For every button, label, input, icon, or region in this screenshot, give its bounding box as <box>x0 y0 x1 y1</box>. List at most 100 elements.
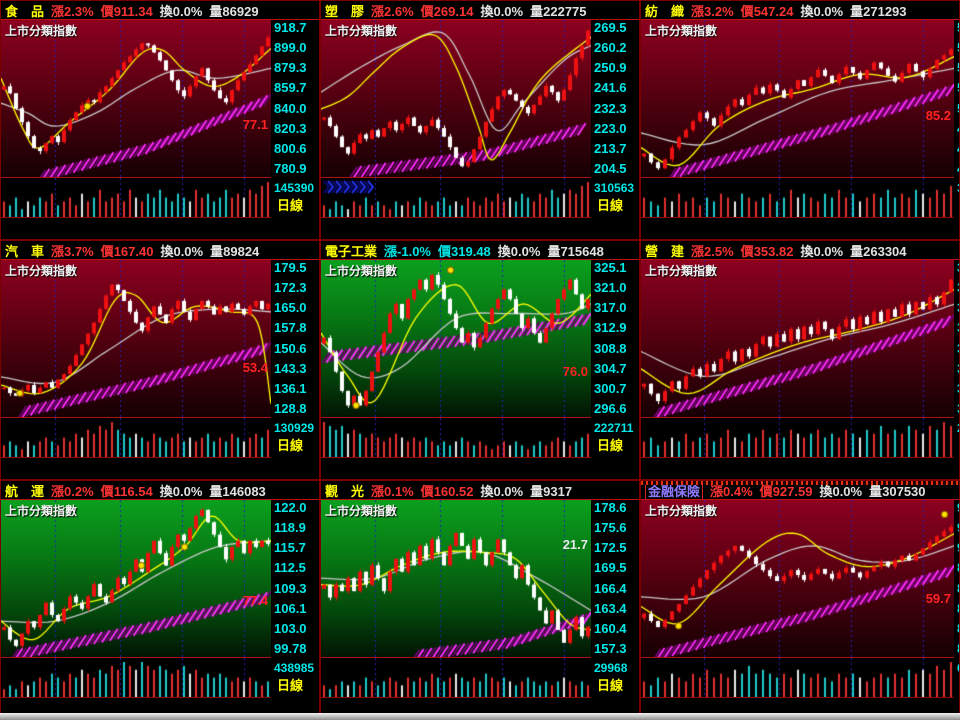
candlestick-chart-area[interactable]: 上市分類指數 77.1 <box>1 20 271 178</box>
volume-canvas[interactable] <box>641 658 954 697</box>
volume-canvas[interactable] <box>641 418 954 457</box>
period-label[interactable]: 日線 <box>597 678 624 693</box>
volume-canvas[interactable] <box>321 418 591 457</box>
price-axis: 560.1 546.8 533.5 520.2 506.9 493.6 480.3 467.0… <box>954 20 959 218</box>
candlestick-canvas[interactable] <box>641 260 954 417</box>
turnover-percent: 換0.0% <box>159 3 203 19</box>
axis-label: 304.7 <box>594 360 627 376</box>
period-label[interactable]: 日線 <box>597 198 624 213</box>
volume-pane[interactable] <box>321 178 591 218</box>
panel-header: 金融保險 漲0.4% 價927.59 換0.0% 量307530 <box>641 481 959 501</box>
sector-chart-panel[interactable]: 觀 光 漲0.1% 價160.52 換0.0% 量9317 上市分類指數 21.… <box>320 480 640 720</box>
axis-label: 325.1 <box>594 260 627 275</box>
volume-canvas[interactable] <box>321 658 591 697</box>
sector-chart-panel[interactable]: 電子工業 漲-1.0% 價319.48 換0.0% 量715648 上市分類指數… <box>320 240 640 480</box>
sector-chart-panel[interactable]: 紡 織 漲3.2% 價547.24 換0.0% 量271293 上市分類指數 8… <box>640 0 960 240</box>
volume-pane[interactable] <box>1 418 271 458</box>
indicator-value: 77.1 <box>242 117 268 132</box>
volume-pane[interactable] <box>641 658 954 698</box>
candlestick-canvas[interactable] <box>1 500 271 657</box>
axis-label: 533.5 <box>957 61 959 75</box>
axis-label: 800.6 <box>274 140 307 156</box>
volume-canvas[interactable] <box>321 178 591 217</box>
indicator-value: 77.4 <box>242 593 268 608</box>
volume-pane[interactable] <box>321 658 591 698</box>
volume-canvas[interactable] <box>1 418 271 457</box>
axis-label: 112.5 <box>274 560 306 576</box>
candlestick-chart-area[interactable]: 上市分類指數 76.0 <box>321 260 591 418</box>
volume-max-label: 438985 <box>274 661 315 675</box>
axis-label: 342.1 <box>957 301 959 315</box>
turnover-percent: 換0.0% <box>800 243 844 259</box>
axis-label: 143.3 <box>274 360 307 376</box>
volume-max-label: 29968 <box>594 661 628 675</box>
turnover-percent: 換0.0% <box>497 243 541 259</box>
candlestick-chart-area[interactable]: 上市分類指數 59.7 <box>641 500 954 658</box>
candlestick-canvas[interactable] <box>641 500 954 657</box>
candlestick-canvas[interactable] <box>641 20 954 177</box>
period-label[interactable]: 日線 <box>954 435 959 458</box>
panel-header: 電子工業 漲-1.0% 價319.48 換0.0% 量715648 <box>321 241 639 260</box>
period-label[interactable]: 日線 <box>597 438 624 453</box>
candlestick-canvas[interactable] <box>321 20 591 177</box>
candlestick-chart-area[interactable]: 上市分類指數 <box>321 20 591 178</box>
index-price: 價353.82 <box>740 243 794 259</box>
period-label[interactable]: 日線 <box>277 438 304 453</box>
axis-label: 317.0 <box>594 300 627 316</box>
period-label[interactable]: 日線 <box>954 675 959 698</box>
candlestick-canvas[interactable] <box>321 260 591 417</box>
price-axis: 357.9 350.0 342.1 334.2 326.3 318.4 310.5 302.6… <box>954 260 959 458</box>
volume-pane[interactable] <box>1 658 271 698</box>
candlestick-chart-area[interactable]: 上市分類指數 21.7 <box>321 500 591 658</box>
volume-value: 量9317 <box>530 483 573 499</box>
volume-canvas[interactable] <box>641 178 954 217</box>
volume-pane[interactable] <box>641 178 954 218</box>
axis-label: 166.4 <box>594 580 627 596</box>
period-label[interactable]: 日線 <box>954 195 959 218</box>
period-label[interactable]: 日線 <box>277 198 304 213</box>
volume-canvas[interactable] <box>1 658 271 697</box>
sector-chart-panel[interactable]: 營 建 漲2.5% 價353.82 換0.0% 量263304 上市分類指數 <box>640 240 960 480</box>
candlestick-canvas[interactable] <box>1 20 271 177</box>
candlestick-canvas[interactable] <box>1 260 271 417</box>
axis-label: 820.3 <box>274 120 307 136</box>
candlestick-chart-area[interactable]: 上市分類指數 77.4 <box>1 500 271 658</box>
sector-name: 紡 織 <box>645 3 685 19</box>
axis-label: 122.0 <box>274 500 307 515</box>
candlestick-chart-area[interactable]: 上市分類指數 53.4 <box>1 260 271 418</box>
sector-chart-panel[interactable]: 食 品 漲2.3% 價911.34 換0.0% 量86929 上市分類指數 77… <box>0 0 320 240</box>
period-label[interactable]: 日線 <box>277 678 304 693</box>
volume-pane[interactable] <box>321 418 591 458</box>
axis-label: 157.8 <box>274 320 307 336</box>
axis-labels: 178.6 175.6 172.5 169.5 166.4 163.4 160.4 157.3 <box>591 500 639 658</box>
sector-chart-panel[interactable]: 航 運 漲0.2% 價116.54 換0.0% 量146083 上市分類指數 7… <box>0 480 320 720</box>
volume-pane[interactable] <box>641 418 954 458</box>
candlestick-canvas[interactable] <box>321 500 591 657</box>
price-axis: 179.5 172.3 165.0 157.8 150.6 143.3 136.1 128.8… <box>271 260 319 458</box>
axis-label: 828.4 <box>957 641 959 656</box>
axis-label: 308.8 <box>594 340 627 356</box>
sector-chart-panel[interactable]: 塑 膠 漲2.6% 價269.14 換0.0% 量222775 上市分類指數 <box>320 0 640 240</box>
axis-labels: 560.1 546.8 533.5 520.2 506.9 493.6 480.3 467.0 <box>954 20 959 178</box>
sector-chart-panel[interactable]: 汽 車 漲3.7% 價167.40 換0.0% 量89824 上市分類指數 53… <box>0 240 320 480</box>
axis-label: 493.6 <box>957 121 959 136</box>
price-axis: 269.5 260.2 250.9 241.6 232.3 223.0 213.7 204.5… <box>591 20 639 218</box>
index-price: 價167.40 <box>100 243 154 259</box>
axis-label: 260.2 <box>594 40 627 56</box>
axis-label: 925.6 <box>957 521 959 535</box>
indicator-value: 53.4 <box>242 360 268 375</box>
index-price: 價319.48 <box>438 243 491 259</box>
axis-label: 310.5 <box>957 381 959 396</box>
panel-header: 紡 織 漲3.2% 價547.24 換0.0% 量271293 <box>641 1 959 20</box>
volume-pane[interactable] <box>1 178 271 218</box>
candlestick-chart-area[interactable]: 上市分類指數 <box>641 260 954 418</box>
axis-label: 480.3 <box>957 141 959 156</box>
sector-name: 食 品 <box>5 3 45 19</box>
volume-canvas[interactable] <box>1 178 271 217</box>
axis-label: 506.9 <box>957 101 959 116</box>
candlestick-chart-area[interactable]: 上市分類指數 85.2 <box>641 20 954 178</box>
change-percent: 漲0.4% <box>710 483 753 499</box>
change-percent: 漲2.3% <box>51 3 94 19</box>
sector-chart-panel[interactable]: 金融保險 漲0.4% 價927.59 換0.0% 量307530 上市分類指數 … <box>640 480 960 720</box>
indicator-value: 85.2 <box>925 108 951 123</box>
